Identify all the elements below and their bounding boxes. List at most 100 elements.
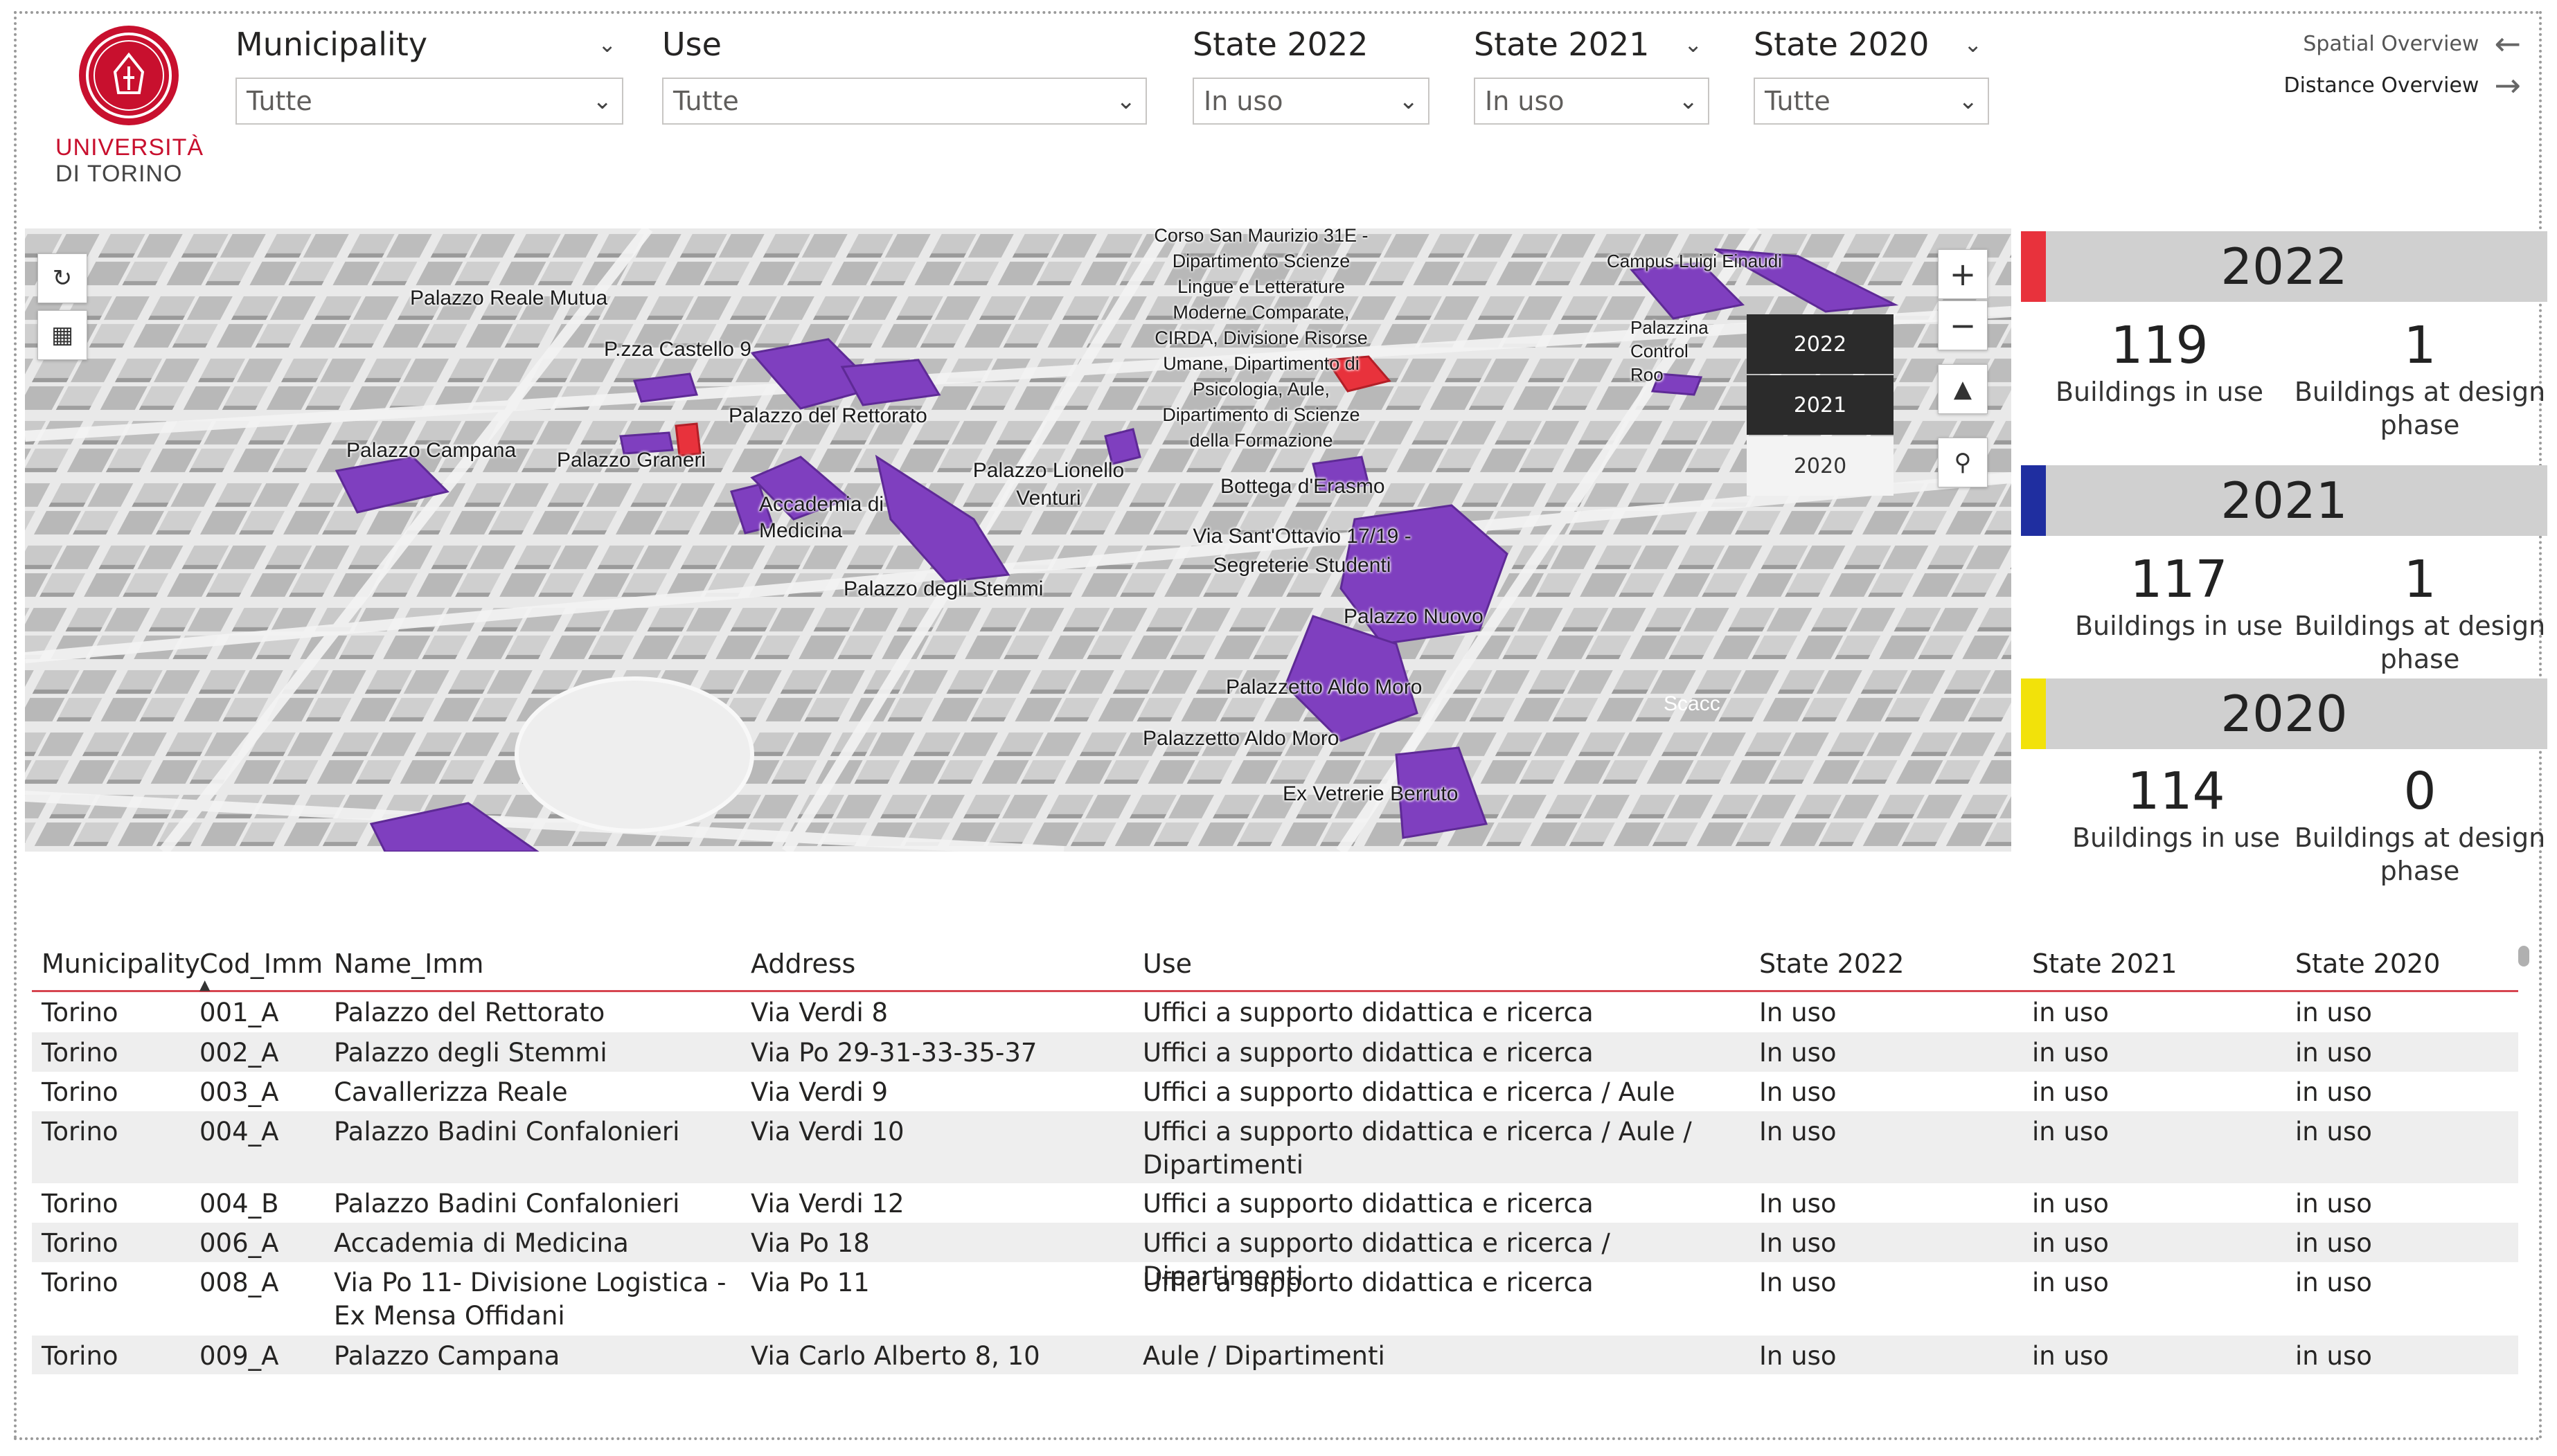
column-header-municipality[interactable]: Municipality <box>42 949 200 979</box>
table-row[interactable]: Torino 004_A Palazzo Badini Confalonieri Vi… <box>32 1111 2518 1183</box>
cell-municipality: Torino <box>42 1268 118 1297</box>
cell-state-2021: in uso <box>2032 1228 2109 1258</box>
cell-address: Via Verdi 8 <box>751 998 889 1027</box>
map-label: Palazzo Campana <box>346 439 517 462</box>
cell-name-imm: Via Po 11- Divisione Logistica - Ex Mens… <box>334 1268 727 1331</box>
cell-municipality: Torino <box>42 1077 118 1107</box>
cell-cod-imm: 006_A <box>199 1228 279 1258</box>
cell-address: Via Verdi 12 <box>751 1189 905 1219</box>
map-label: Palazzo degli Stemmi <box>844 577 1044 600</box>
cell-municipality: Torino <box>42 1341 118 1371</box>
select-area-icon[interactable]: ▦ <box>37 310 87 360</box>
cell-state-2021: in uso <box>2032 998 2109 1027</box>
cell-address: Via Verdi 9 <box>751 1077 889 1107</box>
dropdown-value: In uso <box>1204 86 1283 116</box>
slicer-state-2022: State 2022 In uso ⌄ <box>1193 24 1429 125</box>
kpi-year-2021: 2021 <box>2021 465 2547 536</box>
cell-cod-imm: 004_B <box>199 1189 279 1219</box>
column-header-address[interactable]: Address <box>751 949 856 979</box>
cell-state-2022: In uso <box>1759 1038 1837 1068</box>
municipality-dropdown[interactable]: Tutte ⌄ <box>235 78 623 125</box>
cell-municipality: Torino <box>42 1038 118 1068</box>
state-2020-dropdown[interactable]: Tutte ⌄ <box>1754 78 1989 125</box>
column-header-state-2022[interactable]: State 2022 <box>1759 949 1905 979</box>
cell-use: Uffici a supporto didattica e ricerca <box>1143 1189 1594 1219</box>
map-label: Campus Luigi Einaudi <box>1607 251 1782 271</box>
cell-state-2021: in uso <box>2032 1117 2109 1147</box>
logo-line-1: UNIVERSITÀ <box>55 134 204 161</box>
cell-state-2022: In uso <box>1759 1341 1837 1371</box>
slicer-use: Use Tutte ⌄ <box>662 24 1147 125</box>
map-label: Palazzetto Aldo Moro <box>1143 727 1339 750</box>
kpi-year-2022: 2022 <box>2021 231 2547 302</box>
cell-cod-imm: 009_A <box>199 1341 279 1371</box>
buildings-in-use-2022: 119 <box>2110 316 2209 375</box>
cell-state-2020: in uso <box>2295 1268 2372 1297</box>
distance-overview-label: Distance Overview <box>2283 73 2479 98</box>
cell-state-2021: in uso <box>2032 1189 2109 1219</box>
map-label: Palazzo del Rettorato <box>729 404 927 427</box>
map-label: Scacc <box>1664 692 1720 715</box>
kpi-year-label: 2020 <box>2220 685 2348 743</box>
column-header-cod-imm[interactable]: Cod_Imm <box>199 949 323 979</box>
column-header-name-imm[interactable]: Name_Imm <box>334 949 484 979</box>
cell-state-2020: in uso <box>2295 998 2372 1027</box>
cell-state-2021: in uso <box>2032 1268 2109 1297</box>
slicer-state-2021: State 2021 ⌄ In uso ⌄ <box>1474 24 1709 125</box>
3d-map[interactable]: Palazzo Reale Mutua P.zza Castello 9 Pal… <box>25 228 2011 852</box>
cell-name-imm: Palazzo Badini Confalonieri <box>334 1117 680 1147</box>
column-header-state-2021[interactable]: State 2021 <box>2032 949 2177 979</box>
cell-municipality: Torino <box>42 1117 118 1147</box>
zoom-out-icon[interactable]: − <box>1938 300 1988 350</box>
chevron-down-icon[interactable]: ⌄ <box>1963 31 1982 57</box>
search-map-icon[interactable]: ⚲ <box>1938 438 1988 487</box>
table-scrollbar[interactable] <box>2518 946 2529 967</box>
chevron-down-icon[interactable]: ⌄ <box>598 31 616 57</box>
kpi-year-label: 2021 <box>2220 471 2348 530</box>
map-canvas <box>25 228 2011 852</box>
table-row[interactable]: Torino 003_A Cavallerizza Reale Via Verdi 9… <box>32 1072 2518 1111</box>
chevron-down-icon[interactable]: ⌄ <box>1684 31 1702 57</box>
state-2021-dropdown[interactable]: In uso ⌄ <box>1474 78 1709 125</box>
zoom-in-icon[interactable]: + <box>1938 249 1988 299</box>
column-header-use[interactable]: Use <box>1143 949 1192 979</box>
year-toggle-2020[interactable]: 2020 <box>1747 436 1894 496</box>
cell-state-2022: In uso <box>1759 1117 1837 1147</box>
chevron-down-icon: ⌄ <box>1116 87 1137 115</box>
table-row[interactable]: Torino 002_A Palazzo degli Stemmi Via Po 29… <box>32 1032 2518 1072</box>
year-toggle-2021[interactable]: 2021 <box>1747 375 1894 435</box>
map-label: Accademia di Medicina <box>759 493 884 542</box>
table-row[interactable]: Torino 001_A Palazzo del Rettorato Via Verd… <box>32 992 2518 1032</box>
cell-state-2022: In uso <box>1759 1228 1837 1258</box>
table-row[interactable]: Torino 008_A Via Po 11- Divisione Logistic… <box>32 1262 2518 1336</box>
rotate-view-icon[interactable]: ↻ <box>37 253 87 303</box>
cell-state-2020: in uso <box>2295 1341 2372 1371</box>
cell-use: Uffici a supporto didattica e ricerca / … <box>1143 1117 1692 1180</box>
slicer-title: State 2021 <box>1474 26 1650 63</box>
slicer-title: State 2022 <box>1193 26 1369 63</box>
map-label: Palazzo Nuovo <box>1344 605 1484 628</box>
column-header-state-2020[interactable]: State 2020 <box>2295 949 2441 979</box>
buildings-in-use-2020: 114 <box>2127 762 2225 821</box>
cell-state-2020: in uso <box>2295 1189 2372 1219</box>
dropdown-value: Tutte <box>1765 86 1830 116</box>
year-toggle-2022[interactable]: 2022 <box>1747 314 1894 374</box>
cell-cod-imm: 003_A <box>199 1077 279 1107</box>
slicer-title: Use <box>662 26 722 63</box>
state-2022-dropdown[interactable]: In uso ⌄ <box>1193 78 1429 125</box>
spatial-overview-label: Spatial Overview <box>2303 31 2479 56</box>
use-dropdown[interactable]: Tutte ⌄ <box>662 78 1147 125</box>
slicer-municipality: Municipality ⌄ Tutte ⌄ <box>235 24 623 125</box>
cell-state-2020: in uso <box>2295 1038 2372 1068</box>
compass-icon[interactable]: ▲ <box>1938 364 1988 414</box>
spatial-overview-link[interactable]: Spatial Overview ← <box>2303 25 2521 62</box>
table-row[interactable]: Torino 006_A Accademia di Medicina Via Po 1… <box>32 1223 2518 1291</box>
table-row[interactable]: Torino 009_A Palazzo Campana Via Carlo Albe… <box>32 1336 2518 1374</box>
distance-overview-link[interactable]: Distance Overview → <box>2284 66 2522 104</box>
table-row[interactable]: Torino 004_B Palazzo Badini Confalonieri Vi… <box>32 1183 2518 1223</box>
buildings-design-2020: 0 <box>2403 762 2436 821</box>
year-color-bar <box>2021 678 2046 749</box>
cell-municipality: Torino <box>42 998 118 1027</box>
cell-state-2021: in uso <box>2032 1038 2109 1068</box>
dropdown-value: Tutte <box>247 86 312 116</box>
